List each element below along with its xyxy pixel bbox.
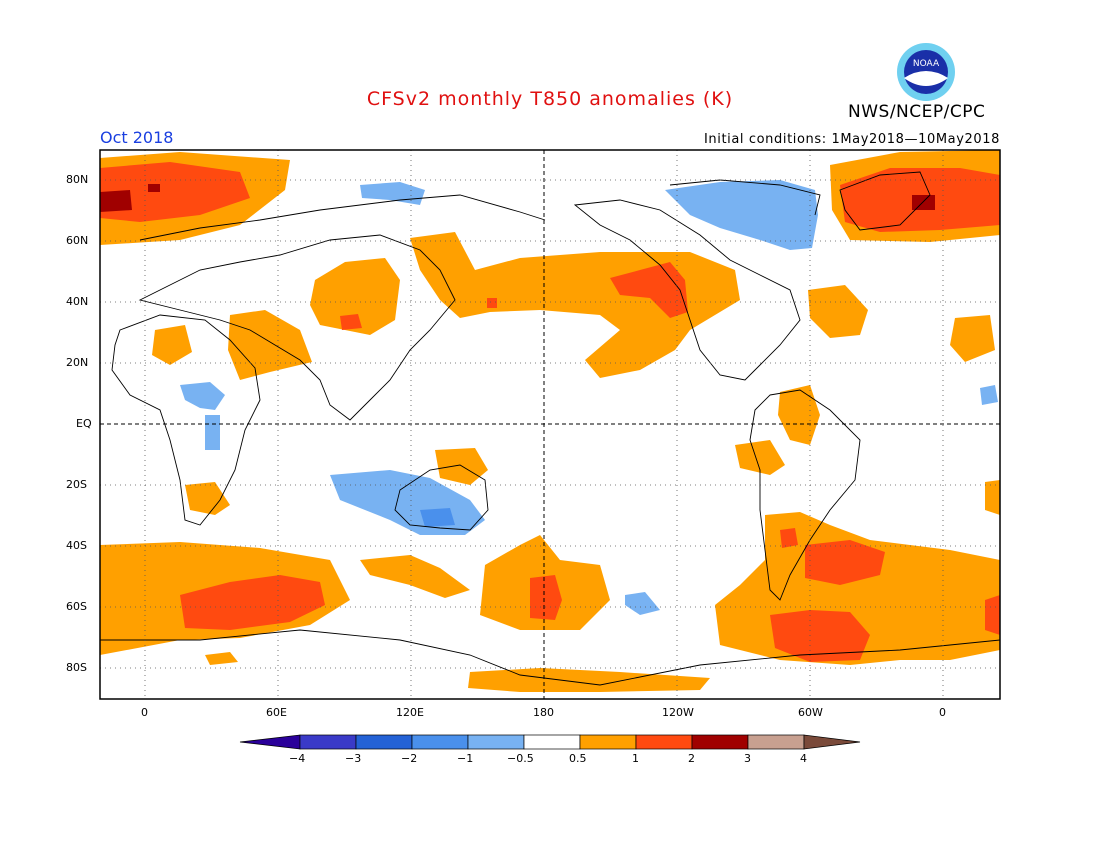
anomaly-regions-minus2-minus1 (420, 508, 455, 527)
colorbar-segment (691, 734, 749, 750)
colorbar-segment (299, 734, 357, 750)
lat-label: 60N (66, 234, 89, 247)
map-frame (99, 149, 1001, 700)
lon-label: 120W (662, 706, 694, 719)
logo-text: NOAA (913, 59, 940, 69)
initial-conditions: Initial conditions: 1May2018—10May2018 (703, 132, 1000, 147)
lon-label: 0 (141, 706, 148, 719)
lat-label: 80S (66, 661, 87, 674)
lat-label: 80N (66, 173, 89, 186)
lat-label: 20S (66, 478, 87, 491)
colorbar-segment (579, 734, 637, 750)
colorbar-segment (747, 734, 805, 750)
colorbar-label: 4 (800, 752, 807, 765)
colorbar-segment (635, 734, 693, 750)
map-title: CFSv2 monthly T850 anomalies (K) (366, 88, 734, 110)
coastlines (100, 171, 1000, 686)
colorbar-segment (355, 734, 413, 750)
lon-label: 60W (798, 706, 823, 719)
graticule (100, 150, 1000, 699)
colorbar-segment (411, 734, 469, 750)
colorbar-segment (523, 734, 581, 750)
colorbar-label: −2 (401, 752, 418, 765)
colorbar-segment (467, 734, 525, 750)
lon-label: 180 (533, 706, 554, 719)
colorbar-label: −3 (345, 752, 362, 765)
lon-label: 0 (939, 706, 946, 719)
lat-label: 40N (66, 295, 89, 308)
colorbar-arrow-high (803, 734, 861, 750)
lon-label: 60E (266, 706, 287, 719)
lat-label: 40S (66, 539, 87, 552)
lat-label: 60S (66, 600, 87, 613)
colorbar (239, 734, 861, 750)
colorbar-label: 1 (632, 752, 639, 765)
colorbar-label: 0.5 (569, 752, 587, 765)
colorbar-label: 3 (744, 752, 751, 765)
noaa-logo: NOAA (897, 43, 955, 101)
lat-label: 20N (66, 356, 89, 369)
anomaly-regions-2-3 (100, 184, 935, 212)
colorbar-label: −1 (457, 752, 474, 765)
lat-label: EQ (76, 417, 92, 430)
equator-dateline (100, 150, 1000, 699)
agency-label: NWS/NCEP/CPC (848, 102, 986, 122)
forecast-period: Oct 2018 (100, 128, 174, 147)
colorbar-label: −0.5 (507, 752, 534, 765)
colorbar-label: −4 (289, 752, 306, 765)
colorbar-label: 2 (688, 752, 695, 765)
lon-label: 120E (396, 706, 424, 719)
colorbar-arrow-low (239, 734, 301, 750)
